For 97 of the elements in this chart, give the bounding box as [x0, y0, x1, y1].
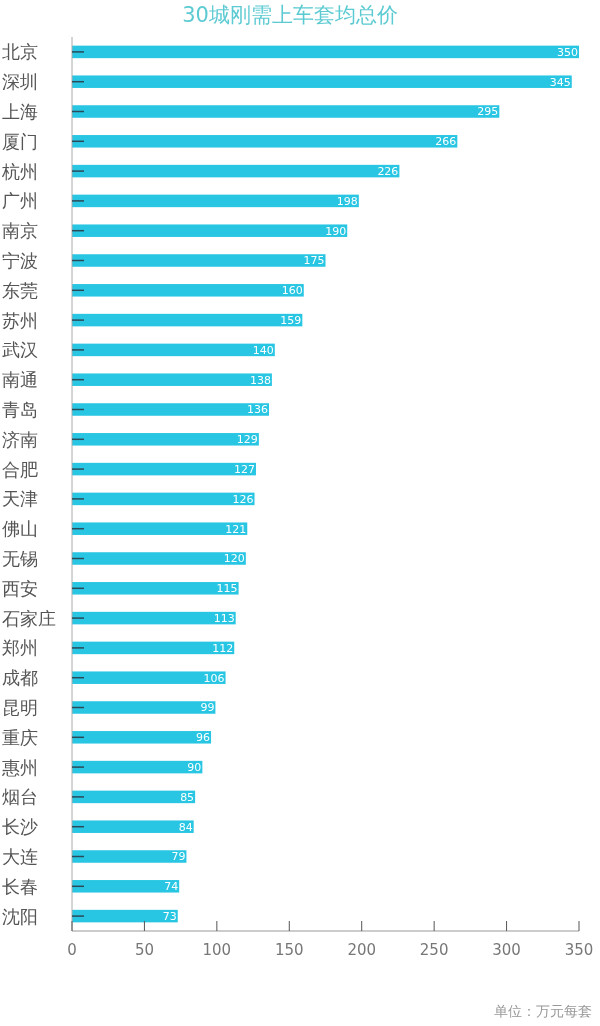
- x-tick-label: 200: [347, 941, 377, 960]
- y-tick-label: 济南: [2, 428, 38, 450]
- y-tick-label: 南通: [2, 369, 38, 391]
- data-label: 85: [180, 790, 195, 804]
- data-label: 120: [223, 552, 245, 566]
- text: 单位：万元每套: [494, 1003, 592, 1019]
- y-tick-label: 宁波: [2, 249, 38, 271]
- y-tick-label: 合肥: [2, 458, 38, 480]
- data-label: 350: [557, 45, 578, 59]
- data-label: 345: [549, 75, 571, 89]
- x-tick-label: 0: [67, 941, 77, 960]
- x-tick-label: 300: [492, 941, 521, 960]
- data-label: 96: [196, 731, 211, 745]
- y-tick-label: 杭州: [1, 160, 38, 182]
- y-tick-label: 郑州: [2, 637, 38, 659]
- y-tick-label: 青岛: [2, 398, 38, 420]
- y-tick-label: 天津: [2, 488, 38, 510]
- data-label: 159: [280, 314, 302, 328]
- x-tick-label: 350: [564, 941, 594, 960]
- bar: [72, 433, 259, 446]
- bar: [72, 552, 246, 565]
- bar: [72, 135, 458, 148]
- y-tick-label: 武汉: [2, 339, 38, 361]
- bar: [72, 492, 255, 506]
- bar: [72, 343, 275, 357]
- data-label: 99: [200, 701, 215, 715]
- data-label: 295: [477, 105, 499, 119]
- y-tick-label: 昆明: [2, 696, 38, 718]
- y-tick-label: 广州: [2, 190, 38, 212]
- x-tick-label: 50: [134, 941, 154, 960]
- bar: [72, 224, 348, 237]
- data-label: 136: [247, 403, 269, 417]
- bar: [72, 194, 359, 208]
- data-label: 140: [252, 343, 274, 357]
- x-tick-label: 250: [419, 941, 449, 960]
- data-label: 226: [377, 165, 399, 179]
- bar: [72, 522, 248, 535]
- data-label: 190: [325, 224, 347, 238]
- data-label: 198: [336, 194, 358, 208]
- y-tick-label: 惠州: [1, 756, 38, 778]
- y-tick-label: 南京: [2, 220, 38, 242]
- data-label: 126: [232, 492, 254, 506]
- y-tick-label: 东莞: [2, 279, 38, 301]
- bar: [72, 462, 256, 476]
- data-label: 74: [164, 880, 179, 894]
- bar: [72, 284, 304, 297]
- data-label: 90: [187, 761, 202, 775]
- chart-title: 30城刚需上车套均总价: [182, 3, 398, 27]
- y-tick-label: 沈阳: [2, 905, 38, 927]
- bar: [72, 254, 326, 267]
- bar: [72, 701, 216, 714]
- bar: [72, 75, 572, 88]
- data-label: 73: [162, 910, 177, 924]
- data-label: 84: [178, 820, 193, 834]
- data-label: 113: [213, 612, 235, 626]
- y-tick-label: 苏州: [2, 309, 38, 331]
- y-tick-label: 佛山: [2, 518, 38, 540]
- bar: [72, 671, 226, 684]
- data-label: 138: [249, 373, 271, 387]
- bar: [72, 105, 500, 118]
- bar: [72, 313, 303, 327]
- bar: [72, 403, 270, 416]
- bar: [72, 731, 212, 744]
- y-tick-label: 厦门: [2, 130, 38, 152]
- data-label: 106: [203, 671, 225, 685]
- y-tick-label: 西安: [2, 577, 38, 599]
- data-label: 121: [225, 522, 247, 536]
- y-tick-label: 烟台: [2, 786, 38, 808]
- data-label: 266: [435, 135, 457, 149]
- bar: [72, 373, 272, 386]
- data-label: 160: [281, 284, 303, 298]
- data-label: 112: [212, 641, 234, 655]
- y-tick-label: 上海: [2, 100, 38, 122]
- y-tick-label: 长沙: [2, 816, 38, 838]
- y-tick-label: 重庆: [2, 726, 38, 748]
- data-label: 115: [216, 582, 238, 596]
- bar: [72, 820, 194, 833]
- y-tick-label: 长春: [2, 875, 38, 897]
- bar: [72, 582, 239, 595]
- bar: [72, 611, 236, 625]
- x-tick-label: 100: [202, 941, 232, 960]
- y-tick-label: 北京: [2, 41, 38, 63]
- data-label: 175: [303, 254, 325, 268]
- bar: [72, 164, 400, 178]
- bar: [72, 850, 187, 863]
- y-tick-label: 无锡: [2, 547, 38, 569]
- y-tick-label: 成都: [2, 667, 38, 689]
- data-label: 129: [236, 433, 258, 447]
- y-tick-label: 深圳: [2, 71, 38, 93]
- y-tick-label: 大连: [2, 845, 38, 867]
- bar: [72, 880, 180, 893]
- data-label: 79: [171, 850, 186, 864]
- bar: [72, 641, 235, 655]
- bar: [72, 45, 579, 59]
- x-tick-label: 150: [274, 941, 304, 960]
- y-tick-label: 石家庄: [2, 607, 56, 629]
- data-label: 127: [233, 463, 255, 477]
